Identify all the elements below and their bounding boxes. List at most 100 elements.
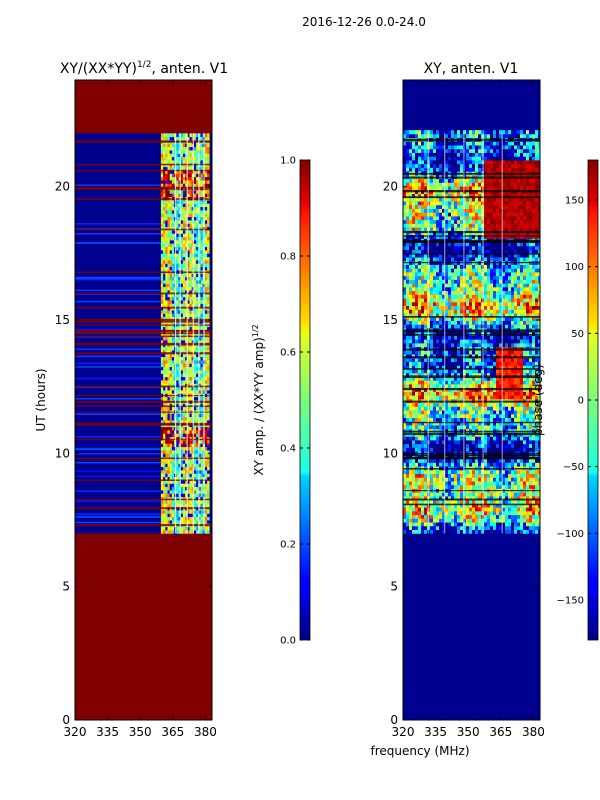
amplitude-cell (167, 413, 170, 418)
amplitude-cell (200, 353, 203, 358)
amplitude-cell (204, 266, 208, 271)
phase-cell (508, 503, 512, 508)
amplitude-cell (176, 450, 179, 454)
amplitude-cell (163, 263, 166, 268)
amplitude-cell (180, 223, 184, 228)
phase-cell (424, 443, 428, 448)
amplitude-cell (187, 293, 190, 298)
amplitude-cell (189, 300, 192, 304)
amplitude-cell (169, 296, 173, 301)
phase-cell (463, 440, 467, 445)
phase-cell (445, 417, 449, 422)
amplitude-cell (189, 360, 192, 364)
amplitude-cell (160, 210, 164, 214)
amplitude-cell (189, 153, 192, 158)
phase-cell (484, 469, 488, 474)
amplitude-cell (207, 530, 210, 534)
phase-cell (520, 384, 524, 389)
amplitude-cell (189, 290, 192, 294)
phase-cell (406, 417, 410, 422)
amplitude-cell (189, 230, 192, 234)
amplitude-cell (189, 256, 192, 261)
phase-cell (403, 510, 407, 516)
phase-cell (475, 357, 479, 362)
phase-cell (460, 436, 464, 441)
phase-cell (475, 376, 479, 381)
amplitude-cell (163, 153, 166, 158)
phase-cell (511, 492, 515, 497)
amplitude-cell (160, 166, 164, 171)
phase-cell (442, 380, 446, 385)
amplitude-cell (185, 296, 188, 301)
phase-cell (511, 499, 515, 504)
amplitude-cell (180, 430, 184, 434)
amplitude-cell (185, 396, 188, 401)
amplitude-cell (187, 403, 190, 408)
phase-cell (535, 529, 539, 534)
phase-cell (511, 384, 515, 389)
amplitude-cell (198, 513, 201, 518)
phase-cell (520, 458, 524, 463)
amplitude-cell (193, 490, 197, 494)
amplitude-cell (204, 496, 208, 501)
amplitude-cell (165, 183, 168, 188)
phase-cell (502, 514, 506, 519)
amplitude-cell (165, 426, 168, 431)
amplitude-cell (160, 360, 164, 364)
amplitude-cell (167, 373, 170, 378)
amplitude-cell (171, 240, 175, 244)
phase-cell (478, 462, 482, 467)
amplitude-cell (160, 386, 164, 391)
phase-cell (454, 440, 458, 445)
amplitude-cell (171, 263, 175, 268)
amplitude-cell (160, 500, 164, 504)
amplitude-row-variation (75, 513, 161, 515)
phase-cell (433, 425, 437, 430)
amplitude-cell (176, 210, 179, 214)
amplitude-cell (169, 336, 173, 341)
phase-cell (490, 484, 494, 489)
amplitude-cell (163, 333, 166, 338)
amplitude-colorbar-label: XY amp. / (XX*YY amp)1/2 (251, 324, 266, 475)
amplitude-cell (180, 483, 184, 488)
phase-cell (478, 458, 482, 463)
amplitude-cell (160, 420, 164, 424)
amplitude-cell (167, 240, 170, 244)
amplitude-cell (200, 293, 203, 298)
amplitude-cell (189, 136, 192, 141)
phase-cell (412, 369, 416, 374)
phase-cell (529, 440, 533, 445)
phase-cell (475, 484, 479, 489)
phase-cell (442, 507, 446, 512)
amplitude-cell (196, 386, 199, 391)
phase-cell (460, 484, 464, 489)
amplitude-cell (180, 470, 184, 474)
amplitude-cell (207, 513, 210, 518)
amplitude-cell (204, 240, 208, 244)
phase-cell (487, 503, 491, 508)
phase-cell (448, 481, 452, 486)
amplitude-cell (207, 283, 210, 288)
amplitude-flag-line (75, 330, 212, 333)
amplitude-cell (200, 500, 203, 504)
amplitude-cell (204, 513, 208, 518)
phase-cell (430, 402, 434, 407)
amplitude-cell (196, 416, 199, 421)
amplitude-cell (160, 213, 164, 218)
phase-cell (442, 417, 446, 422)
phase-cell (421, 384, 425, 389)
amplitude-cell (207, 166, 210, 171)
amplitude-cell (189, 513, 192, 518)
amplitude-cell (182, 376, 186, 381)
amplitude-cell (169, 316, 173, 321)
amplitude-cell (163, 180, 166, 184)
amplitude-cell (165, 373, 168, 378)
phase-cell (475, 503, 479, 508)
phase-cell (490, 522, 494, 527)
amplitude-cell (167, 246, 170, 251)
amplitude-cell (163, 336, 166, 341)
amplitude-cell (167, 313, 170, 318)
amplitude-cell (176, 190, 179, 194)
amplitude-cell (196, 446, 199, 451)
amplitude-cell (165, 353, 168, 358)
